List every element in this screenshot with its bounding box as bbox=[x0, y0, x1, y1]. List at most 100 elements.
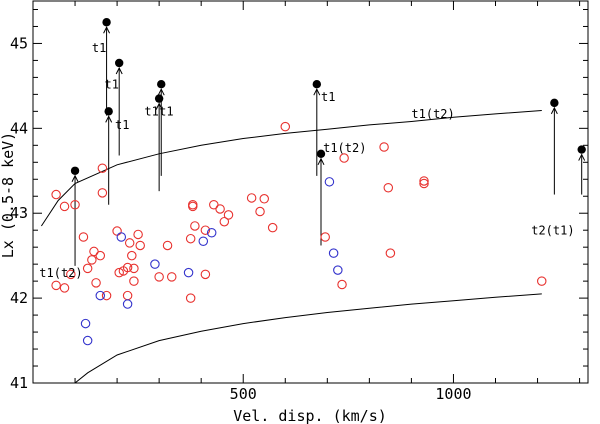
arrow-head bbox=[71, 174, 79, 183]
arrow-head bbox=[105, 115, 113, 123]
y-axis-title: Lx (0.5-8 keV) bbox=[0, 132, 17, 258]
arrow-head bbox=[157, 88, 165, 96]
annotation-label: t1 bbox=[144, 105, 158, 119]
red-open-point bbox=[122, 290, 133, 301]
red-open-point bbox=[91, 278, 101, 288]
red-open-point bbox=[259, 194, 269, 204]
upper-curve bbox=[40, 110, 542, 227]
red-open-point bbox=[385, 248, 396, 258]
red-open-point bbox=[223, 210, 234, 220]
data-points bbox=[51, 18, 586, 346]
annotation-label: t1 bbox=[115, 118, 129, 132]
red-open-point bbox=[112, 226, 122, 236]
arrow-head bbox=[313, 88, 321, 96]
annotation-label: t2(t1) bbox=[531, 223, 574, 237]
red-open-point bbox=[82, 263, 93, 274]
arrow-head bbox=[115, 66, 123, 75]
tick-labels: 500 1000 41 42 43 44 45 bbox=[10, 34, 472, 403]
arrow-head bbox=[550, 106, 558, 115]
red-open-point bbox=[101, 290, 112, 301]
red-open-point bbox=[419, 176, 429, 186]
blue-open-point bbox=[328, 248, 339, 258]
red-open-point bbox=[127, 250, 137, 261]
blue-open-point bbox=[333, 265, 343, 275]
y-tick-label: 42 bbox=[10, 289, 28, 307]
plot-frame bbox=[32, 0, 589, 384]
y-tick-label: 44 bbox=[10, 119, 28, 137]
red-open-point bbox=[51, 280, 61, 291]
upper-limit-point bbox=[104, 107, 113, 116]
annotation-label: t1(t2) bbox=[39, 266, 82, 280]
upper-limit-point bbox=[316, 149, 326, 158]
blue-open-point bbox=[122, 299, 133, 309]
red-open-point bbox=[66, 269, 76, 280]
upper-limit-point bbox=[157, 79, 166, 89]
blue-open-point bbox=[324, 177, 335, 187]
x-axis-title: Vel. disp. (km/s) bbox=[233, 407, 387, 424]
red-open-point bbox=[162, 240, 173, 251]
curves bbox=[40, 110, 542, 384]
y-tick-label: 43 bbox=[10, 204, 28, 222]
red-open-point bbox=[124, 238, 135, 248]
blue-open-point bbox=[80, 318, 91, 329]
red-open-point bbox=[320, 232, 330, 242]
upper-limit-point bbox=[114, 58, 124, 68]
axis-ticks bbox=[33, 1, 588, 384]
red-open-point bbox=[78, 232, 89, 242]
red-open-point bbox=[59, 283, 70, 293]
blue-open-point bbox=[95, 290, 106, 301]
red-open-point bbox=[95, 250, 106, 261]
blue-open-point bbox=[198, 236, 209, 246]
x-tick-label: 1000 bbox=[435, 385, 471, 403]
annotation-label: t1 bbox=[321, 90, 335, 104]
red-open-point bbox=[200, 225, 211, 235]
red-open-point bbox=[167, 272, 177, 282]
red-open-point bbox=[59, 201, 70, 212]
lower-curve bbox=[74, 293, 542, 384]
red-open-point bbox=[255, 206, 265, 217]
red-open-point bbox=[339, 153, 349, 163]
blue-open-point bbox=[82, 335, 93, 346]
annotation-label: t1 bbox=[104, 77, 118, 91]
blue-open-point bbox=[183, 267, 194, 278]
annotation-label: t1(t2) bbox=[323, 141, 366, 155]
red-open-point bbox=[536, 276, 547, 286]
red-open-point bbox=[70, 199, 80, 210]
upper-limit-point bbox=[70, 166, 80, 175]
arrow-head bbox=[578, 153, 586, 161]
red-open-point bbox=[190, 221, 200, 231]
red-open-point bbox=[219, 216, 230, 227]
red-open-point bbox=[383, 183, 394, 193]
annotation-label: t1 bbox=[92, 41, 106, 55]
red-open-point bbox=[246, 193, 257, 203]
blue-open-point bbox=[150, 259, 160, 269]
red-open-point bbox=[337, 279, 347, 290]
red-open-point bbox=[188, 201, 198, 212]
red-open-point bbox=[280, 121, 291, 132]
red-open-point bbox=[209, 199, 219, 210]
upper-limit-arrows bbox=[71, 26, 586, 266]
upper-limit-point bbox=[577, 145, 586, 154]
red-open-point bbox=[97, 188, 108, 198]
arrow-head bbox=[317, 157, 325, 166]
red-open-point bbox=[135, 240, 145, 251]
y-tick-label: 45 bbox=[10, 34, 28, 52]
red-open-point bbox=[97, 163, 108, 173]
red-open-point bbox=[215, 204, 225, 214]
red-open-point bbox=[379, 142, 389, 152]
red-open-point bbox=[114, 267, 124, 278]
red-open-point bbox=[133, 229, 143, 240]
red-open-point bbox=[122, 262, 133, 273]
red-open-point bbox=[185, 293, 196, 303]
blue-open-point bbox=[206, 227, 217, 238]
red-open-point bbox=[419, 178, 429, 189]
blue-open-point bbox=[116, 232, 127, 242]
x-tick-label: 500 bbox=[230, 385, 257, 403]
upper-limit-point bbox=[312, 79, 322, 89]
red-open-point bbox=[267, 222, 278, 233]
upper-limit-point bbox=[154, 94, 164, 103]
red-open-point bbox=[89, 246, 99, 257]
